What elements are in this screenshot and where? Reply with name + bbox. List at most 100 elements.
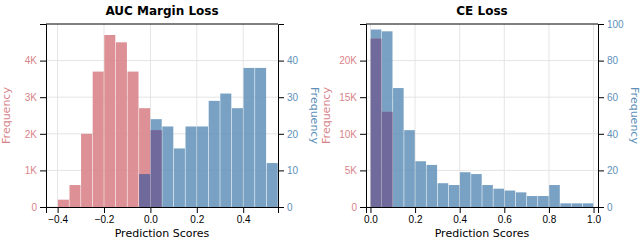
bar (267, 163, 278, 207)
bar (162, 207, 173, 208)
bar (197, 207, 208, 208)
tick-mark (104, 207, 105, 213)
bar (220, 94, 231, 207)
bar (382, 112, 393, 207)
series (139, 68, 278, 207)
bar (371, 39, 382, 207)
tick: 0 (598, 202, 613, 213)
bar (243, 68, 254, 207)
tick-mark (40, 134, 46, 135)
tick-label: 0 (351, 202, 357, 213)
grid-line (548, 24, 549, 207)
tick-mark (197, 207, 198, 213)
bar (232, 207, 243, 208)
tick: 0.2 (190, 207, 204, 225)
bars (371, 29, 594, 207)
tick-label: 30 (287, 92, 299, 103)
bar (415, 161, 426, 207)
bar (104, 35, 115, 207)
bar (493, 207, 504, 208)
tick: 1K (25, 165, 46, 176)
tick: 1.0 (587, 207, 601, 225)
figure: −0.4−0.20.00.20.401K2K3K4K010203040AUC M… (0, 0, 640, 241)
tick: 15K (339, 92, 366, 103)
tick-label: 10K (339, 129, 357, 140)
tick-mark (415, 207, 416, 213)
grid-line (57, 24, 58, 207)
tick-mark (360, 207, 366, 208)
bar (583, 203, 594, 207)
bar (505, 207, 516, 208)
title: AUC Margin Loss (105, 4, 218, 18)
tick: 20 (278, 129, 299, 140)
bar (267, 207, 278, 208)
bars (58, 35, 278, 207)
axis-line (367, 208, 599, 214)
tick-label: 20K (339, 55, 357, 66)
x-axis: 0.00.20.40.60.81.0 (364, 207, 601, 225)
tick-label: 0.0 (364, 214, 378, 225)
tick-label: 60 (607, 92, 619, 103)
tick: 0.4 (237, 207, 251, 225)
bar (438, 207, 449, 208)
bar (505, 191, 516, 207)
tick-mark (598, 134, 604, 135)
bar (516, 207, 527, 208)
bar (371, 39, 382, 207)
bar (438, 183, 449, 207)
tick: 0 (31, 202, 46, 213)
tick-label: 2K (25, 129, 38, 140)
bar (549, 207, 560, 208)
grid-line (504, 24, 505, 207)
tick: −0.4 (48, 207, 68, 225)
bar (460, 172, 471, 207)
tick-label: −0.4 (48, 214, 68, 225)
bar (393, 88, 404, 207)
tick-label: 100 (607, 19, 624, 30)
bar (560, 203, 571, 207)
grid (366, 24, 598, 207)
tick-mark (40, 207, 46, 208)
axis-line (360, 25, 367, 208)
bar (449, 207, 460, 208)
tick-mark (370, 207, 371, 213)
tick-mark (150, 207, 151, 213)
tick-label: 0.0 (144, 214, 158, 225)
tick-mark (504, 207, 505, 213)
tick-label: 0 (31, 202, 37, 213)
bar (127, 72, 138, 207)
grid (46, 24, 278, 207)
tick-label: −0.2 (95, 214, 115, 225)
tick-mark (360, 97, 366, 98)
bar (58, 200, 69, 207)
panel: −0.4−0.20.00.20.401K2K3K4K010203040AUC M… (0, 4, 321, 240)
tick-mark (598, 97, 604, 98)
axis-line (47, 208, 279, 214)
tick-label: 20 (607, 165, 619, 176)
axis-line (40, 25, 47, 208)
bar (538, 207, 549, 208)
bar (162, 126, 173, 207)
tick-mark (598, 170, 604, 171)
bar (151, 130, 162, 207)
bar (174, 207, 185, 208)
bar (471, 207, 482, 208)
tick-label: 80 (607, 55, 619, 66)
y-label: Frequency (0, 87, 13, 144)
bar (527, 207, 538, 208)
tick-mark (58, 207, 59, 213)
axis-line (599, 25, 605, 208)
tick-mark (598, 24, 604, 25)
panel: 0.00.20.40.60.81.005K10K15K20K0204060801… (320, 4, 640, 240)
x-axis: −0.4 −0.2 0.0 0.2 0.4 (47, 207, 279, 225)
tick-label: 20 (287, 129, 299, 140)
bar (209, 101, 220, 207)
tick-mark (549, 207, 550, 213)
tick-mark (460, 207, 461, 213)
tick-mark (594, 207, 595, 213)
tick-mark (360, 134, 366, 135)
bar (516, 192, 527, 207)
tick: 0.0 (144, 207, 158, 225)
tick-label: 15K (339, 92, 357, 103)
bar (427, 165, 438, 207)
